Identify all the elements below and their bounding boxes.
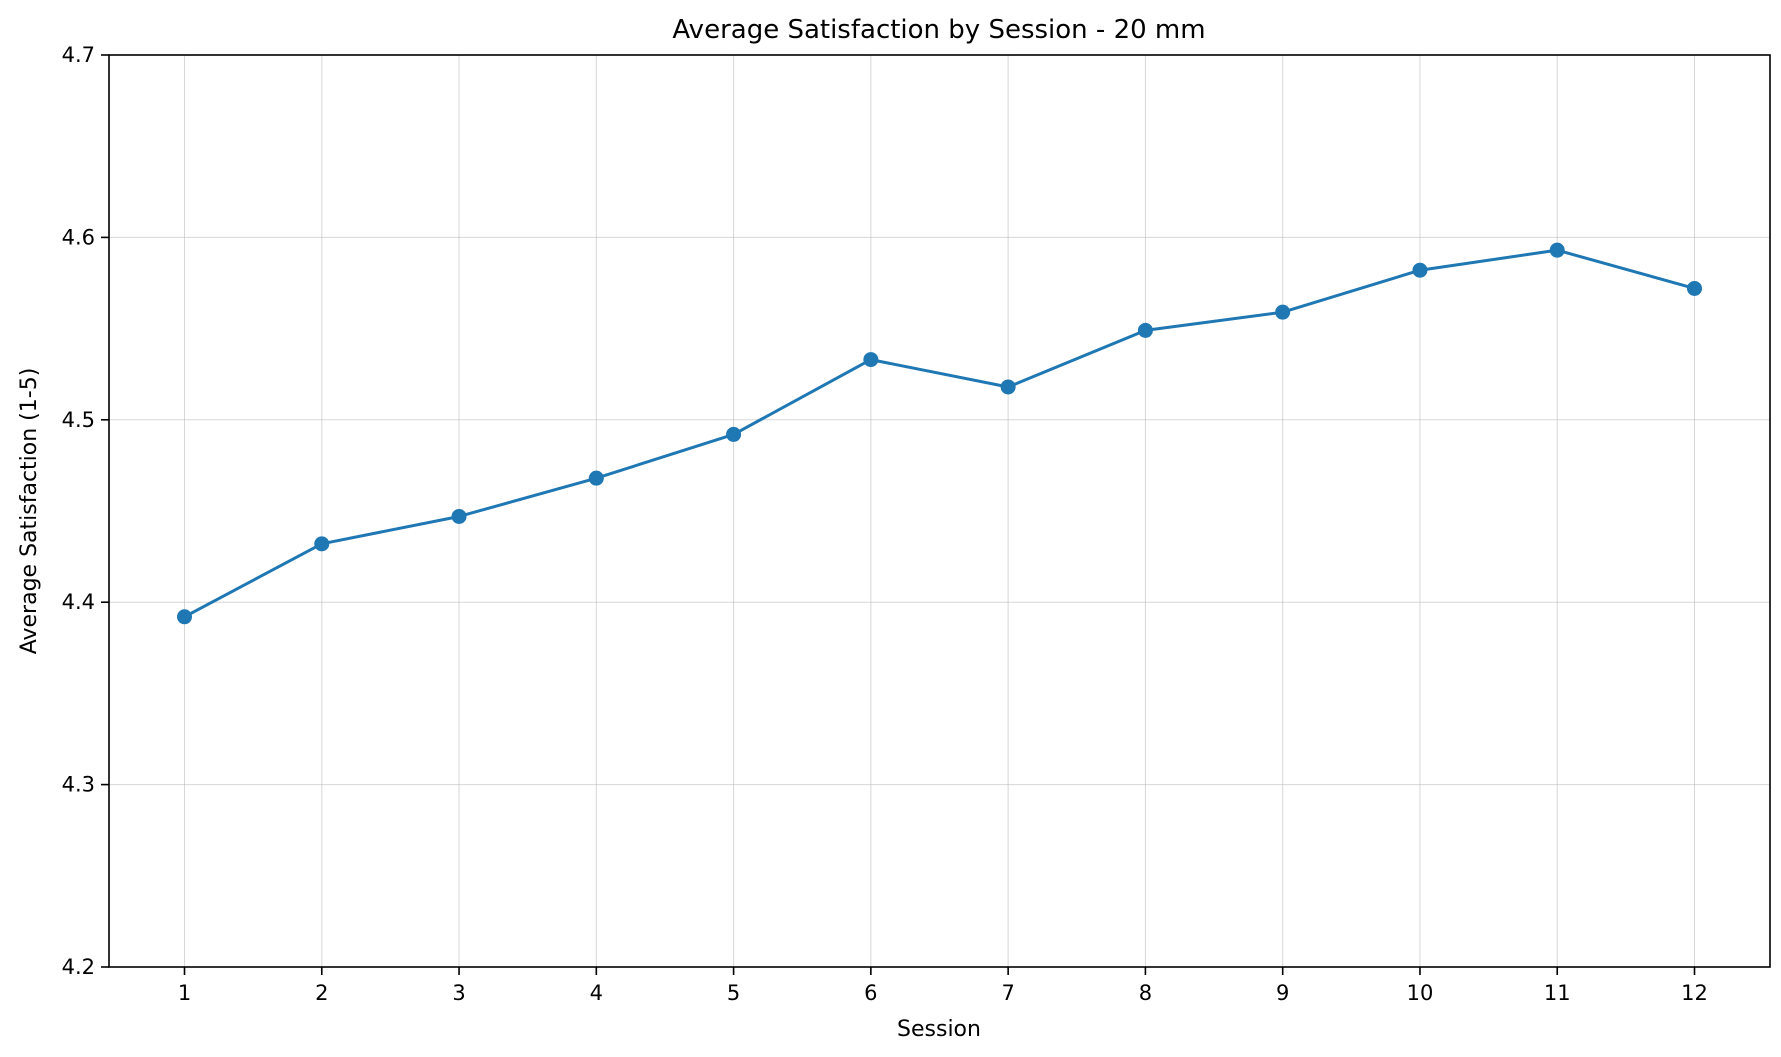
data-point xyxy=(1137,322,1153,338)
x-tick-label: 7 xyxy=(1001,981,1014,1005)
chart-title: Average Satisfaction by Session - 20 mm xyxy=(672,15,1205,45)
y-tick-label: 4.6 xyxy=(62,225,95,249)
x-tick-label: 2 xyxy=(315,981,328,1005)
x-tick-label: 12 xyxy=(1681,981,1708,1005)
data-point xyxy=(177,609,192,625)
y-tick-label: 4.7 xyxy=(62,43,95,67)
x-axis-label: Session xyxy=(897,1017,981,1042)
data-point xyxy=(1275,304,1291,320)
x-tick-label: 6 xyxy=(864,981,877,1005)
data-point xyxy=(1412,262,1428,278)
grid-lines xyxy=(109,54,1770,968)
data-point xyxy=(588,470,604,486)
series-line xyxy=(183,248,1695,619)
axis-ticks: 1 2 3 4 5 6 7 8 9 10 11 124.24.34.44.54.64.7 xyxy=(62,43,1708,1005)
y-tick-label: 4.5 xyxy=(62,408,95,432)
y-tick-label: 4.4 xyxy=(62,590,95,614)
y-tick-label: 4.3 xyxy=(62,773,95,797)
data-point xyxy=(451,508,467,524)
x-tick-label: 4 xyxy=(590,981,603,1005)
data-point xyxy=(1549,242,1565,258)
x-tick-label: 11 xyxy=(1544,981,1571,1005)
series-layer xyxy=(177,242,1702,625)
x-tick-label: 9 xyxy=(1276,981,1289,1005)
data-point xyxy=(863,352,879,368)
x-tick-label: 8 xyxy=(1139,981,1152,1005)
x-tick-label: 5 xyxy=(727,981,740,1005)
x-tick-label: 3 xyxy=(452,981,465,1005)
plot-frame xyxy=(108,54,1771,968)
data-point xyxy=(1687,280,1702,296)
y-tick-label: 4.2 xyxy=(62,955,95,979)
data-point xyxy=(726,426,742,442)
x-tick-label: 1 xyxy=(178,981,191,1005)
data-point xyxy=(314,536,330,552)
data-point xyxy=(1000,379,1016,395)
x-tick-label: 10 xyxy=(1407,981,1434,1005)
y-axis-label: Average Satisfaction (1-5) xyxy=(17,368,42,655)
